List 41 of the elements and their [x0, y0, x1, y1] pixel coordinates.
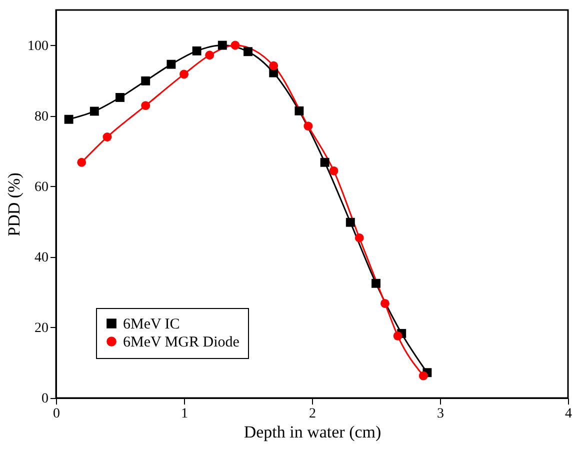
y-tick-label: 100 — [28, 38, 48, 54]
point — [269, 61, 278, 70]
y-tick-label: 60 — [34, 180, 48, 195]
point — [116, 93, 124, 102]
y-tick-label: 0 — [42, 392, 48, 406]
point — [244, 47, 252, 56]
point — [218, 40, 227, 50]
point — [180, 70, 188, 79]
point — [192, 46, 202, 56]
y-tick-label: 40 — [34, 250, 48, 266]
point — [372, 278, 380, 288]
x-axis-title: Depth in water (cm) — [244, 422, 382, 442]
point — [346, 218, 355, 227]
point — [230, 40, 240, 50]
point — [90, 106, 99, 116]
legend-label: 6MeV MGR Diode — [123, 334, 240, 350]
y-tick-label: 20 — [34, 320, 48, 336]
legend-label: 6MeV IC — [123, 316, 180, 332]
point — [141, 76, 150, 86]
y-axis-title: PDD (%) — [4, 172, 24, 236]
point — [380, 299, 390, 308]
point — [304, 122, 313, 131]
point — [354, 233, 364, 242]
x-tick-label: 3 — [437, 406, 444, 422]
point — [393, 331, 402, 340]
point — [329, 166, 338, 176]
x-tick-label: 4 — [565, 406, 572, 422]
point — [418, 371, 428, 380]
y-tick-label: 80 — [34, 109, 48, 124]
point — [77, 158, 86, 167]
point — [269, 68, 278, 78]
point — [102, 132, 112, 142]
point — [141, 101, 150, 110]
point — [320, 158, 330, 167]
x-tick-label: 1 — [181, 406, 188, 422]
point — [166, 60, 176, 69]
point — [64, 114, 74, 124]
x-tick-label: 2 — [309, 406, 316, 422]
point — [205, 50, 214, 60]
point — [294, 106, 304, 116]
x-tick-label: 0 — [53, 406, 60, 422]
